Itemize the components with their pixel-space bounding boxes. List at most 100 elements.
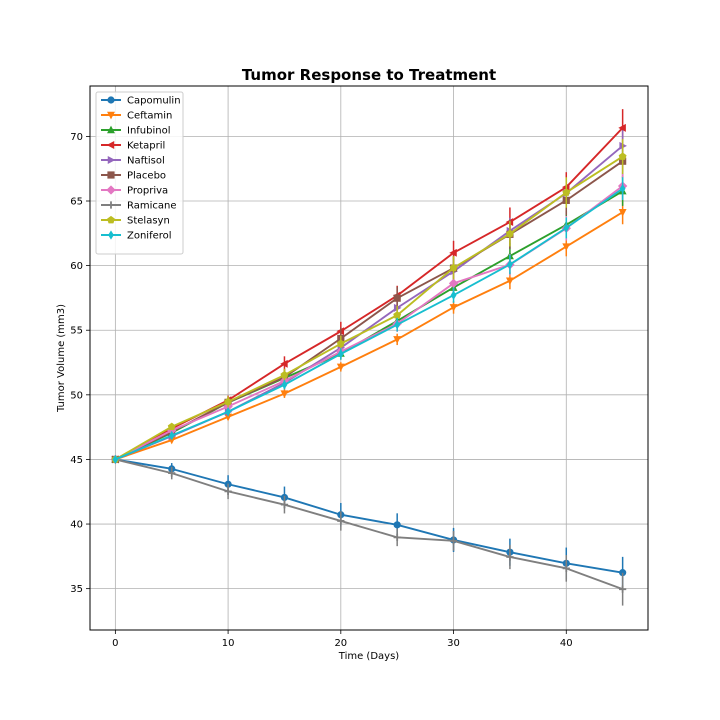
y-tick-label: 40 (70, 520, 83, 531)
legend-marker (107, 201, 115, 209)
legend-label: Stelasyn (127, 216, 170, 227)
data-point (619, 569, 627, 577)
data-point (619, 585, 627, 593)
legend-item-infubinol: Infubinol (101, 126, 171, 137)
data-point (507, 259, 513, 270)
data-point (281, 380, 288, 390)
legend-label: Ceftamin (127, 111, 172, 122)
legend-item-naftisol: Naftisol (101, 156, 165, 167)
data-point (280, 370, 289, 379)
data-point (449, 304, 458, 312)
legend-marker (107, 96, 115, 104)
data-point (394, 319, 401, 330)
plot-area-frame (89, 85, 649, 631)
data-point (168, 469, 176, 477)
data-point (619, 183, 626, 194)
data-point (449, 537, 458, 545)
x-tick-label: 40 (560, 638, 573, 649)
legend-item-placebo: Placebo (101, 171, 166, 182)
legend-label: Infubinol (127, 126, 171, 137)
legend-label: Propriva (127, 186, 168, 197)
legend-item-zoniferol: Zoniferol (101, 230, 172, 242)
legend: Capomulin Ceftamin Infubinol Ketapril Naftis… (95, 91, 184, 255)
data-point (562, 243, 571, 251)
y-tick-label: 50 (70, 390, 83, 401)
series-line (114, 155, 624, 461)
legend-label: Naftisol (127, 156, 165, 167)
legend-box (95, 91, 184, 255)
x-tick-label: 30 (447, 638, 460, 649)
data-point (280, 390, 289, 398)
legend-item-ketapril: Ketapril (101, 141, 165, 152)
data-point (506, 553, 514, 561)
data-point (280, 501, 289, 509)
series-line (114, 160, 624, 461)
data-point (280, 359, 288, 368)
data-point (224, 487, 232, 495)
series-line (115, 458, 623, 591)
x-axis-label: Time (Days) (338, 651, 400, 662)
y-tick-label: 45 (70, 455, 83, 466)
y-tick-label: 35 (70, 584, 83, 595)
legend-item-propriva: Propriva (101, 185, 168, 197)
series-line (115, 211, 624, 461)
data-point (505, 277, 514, 286)
data-point (167, 422, 176, 431)
legend-label: Zoniferol (127, 231, 172, 242)
y-axis-label: Tumor Volume (mm3) (56, 304, 67, 413)
y-tick-label: 70 (70, 132, 83, 143)
data-point (450, 290, 457, 300)
data-point (618, 152, 627, 160)
legend-marker (106, 141, 115, 149)
chart-title: Tumor Response to Treatment (242, 66, 496, 84)
legend-marker (108, 230, 114, 240)
data-point (562, 188, 571, 196)
data-point (393, 311, 402, 319)
data-point (224, 413, 233, 422)
legend-label: Ramicane (127, 201, 177, 212)
legend-item-ceftamin: Ceftamin (101, 111, 172, 122)
data-point (448, 278, 459, 288)
data-point (337, 349, 344, 359)
data-point (112, 454, 119, 465)
legend-marker (106, 185, 116, 195)
data-point (225, 407, 231, 417)
legend-item-capomulin: Capomulin (101, 96, 181, 107)
data-point (337, 517, 345, 525)
series-zoniferol (112, 177, 626, 465)
series-stelasyn (111, 139, 627, 463)
data-series (110, 109, 628, 606)
legend-item-ramicane: Ramicane (101, 201, 177, 212)
data-point (168, 430, 175, 441)
data-point (336, 339, 345, 348)
data-point (562, 564, 570, 572)
series-line (115, 458, 623, 574)
data-point (167, 425, 177, 436)
data-point (224, 397, 233, 406)
data-point (336, 363, 345, 372)
series-ramicane (111, 455, 627, 606)
legend-marker (107, 111, 115, 120)
y-tick-label: 60 (70, 261, 83, 272)
x-tick-label: 10 (222, 638, 235, 649)
legend-label: Capomulin (127, 96, 181, 107)
legend-item-stelasyn: Stelasyn (101, 216, 170, 227)
data-point (393, 521, 401, 529)
data-point (505, 229, 514, 238)
axis-ticks: 0 10 20 30 40 35 40 45 50 55 60 65 70 (70, 132, 572, 649)
x-tick-label: 20 (334, 638, 347, 649)
data-point (393, 336, 402, 344)
legend-marker (107, 125, 115, 134)
series-line (114, 187, 624, 461)
data-point (563, 223, 570, 233)
legend-marker (107, 156, 116, 164)
data-point (449, 263, 458, 272)
legend-marker (107, 215, 115, 224)
data-point (393, 294, 401, 302)
data-point (449, 248, 457, 257)
y-tick-label: 65 (70, 197, 83, 208)
data-point (618, 123, 626, 132)
y-tick-label: 55 (70, 326, 83, 337)
data-point (618, 209, 627, 217)
